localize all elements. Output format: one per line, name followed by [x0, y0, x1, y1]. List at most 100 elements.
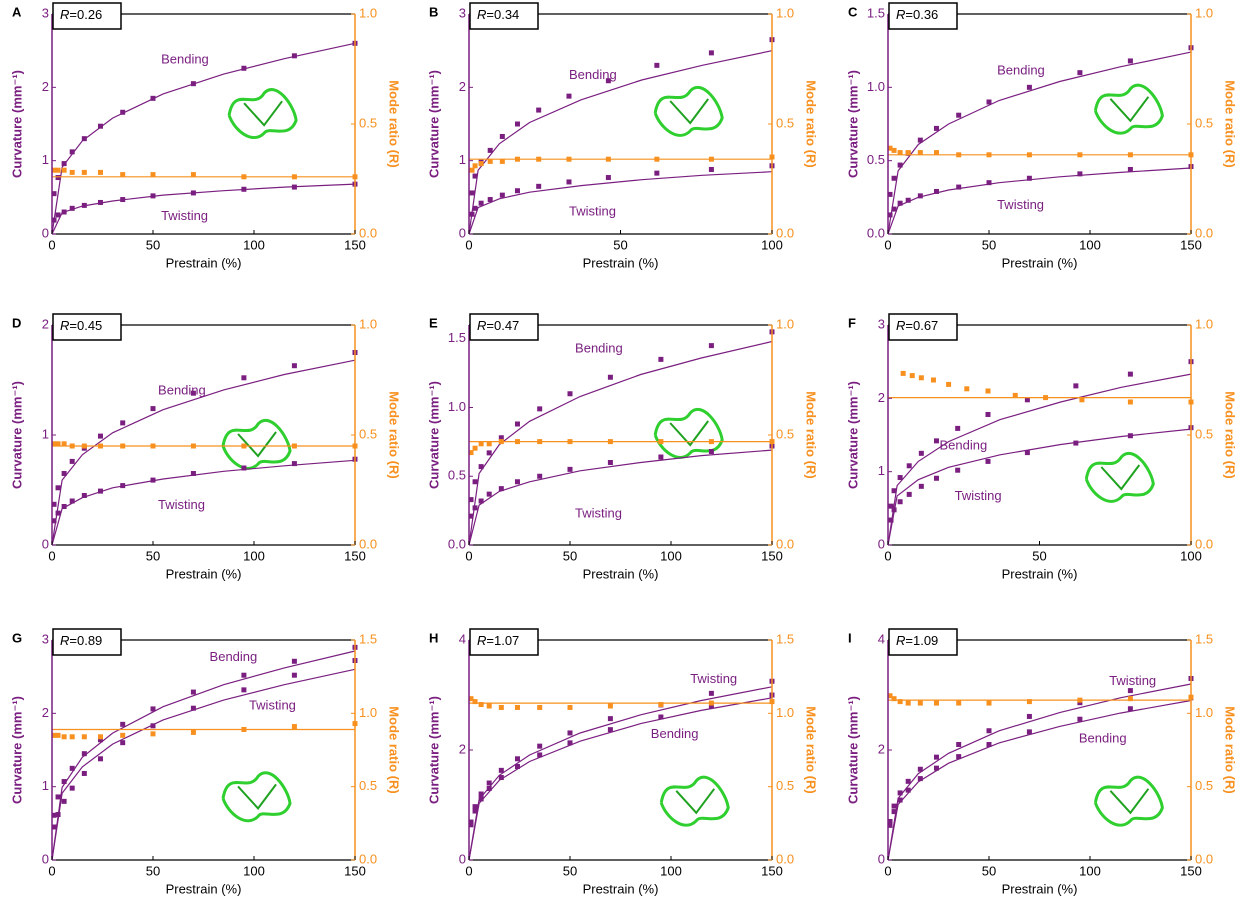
y2-tick-label: 0.5	[359, 115, 377, 130]
panel-letter: F	[848, 315, 856, 330]
data-point	[479, 201, 484, 206]
panel-letter: C	[848, 4, 858, 19]
y-tick-label: 0	[459, 225, 466, 240]
y2-tick-label: 0.0	[359, 225, 377, 240]
data-point	[658, 455, 663, 460]
data-point	[515, 756, 520, 761]
y-tick-label: 1.0	[867, 79, 885, 94]
data-point	[487, 704, 492, 709]
y2-tick-label: 0.5	[1195, 778, 1213, 793]
y2-axis-label: Mode ratio (R)	[804, 391, 819, 478]
x-axis-label: Prestrain (%)	[1002, 255, 1078, 270]
data-point	[98, 434, 103, 439]
data-point	[934, 438, 939, 443]
data-point	[987, 728, 992, 733]
x-tick-label: 100	[243, 863, 265, 878]
data-point	[470, 190, 475, 195]
data-point	[956, 113, 961, 118]
y2-tick-label: 1.0	[359, 316, 377, 331]
y-tick-label: 1	[42, 426, 49, 441]
badge-text: R=1.09	[896, 633, 938, 648]
data-point	[985, 389, 990, 394]
data-point	[70, 459, 75, 464]
x-tick-label: 0	[465, 863, 472, 878]
data-point	[151, 406, 156, 411]
data-point	[955, 468, 960, 473]
y2-axis-label: Mode ratio (R)	[1223, 391, 1238, 478]
y2-tick-label: 0.0	[1195, 536, 1213, 551]
data-point	[487, 492, 492, 497]
x-tick-label: 0	[884, 863, 891, 878]
y-tick-label: 1	[878, 463, 885, 478]
y-axis-label: Curvature (mm⁻¹)	[426, 381, 441, 489]
curve-label: Bending	[575, 341, 623, 356]
y-tick-label: 1.0	[448, 399, 466, 414]
inset-structure	[670, 99, 708, 123]
y2-tick-label: 0.0	[776, 851, 794, 866]
y-axis-label: Curvature (mm⁻¹)	[845, 70, 860, 178]
x-tick-label: 50	[563, 548, 577, 563]
curve-label: Twisting	[569, 203, 616, 218]
data-point	[120, 420, 125, 425]
x-axis-label: Prestrain (%)	[583, 881, 659, 896]
y2-tick-label: 0.0	[776, 536, 794, 551]
x-tick-label: 50	[982, 237, 996, 252]
x-tick-label: 50	[146, 548, 160, 563]
badge-text: R=0.26	[60, 7, 102, 22]
data-point	[985, 459, 990, 464]
x-tick-label: 0	[884, 548, 891, 563]
data-point	[1077, 70, 1082, 75]
curve-label: Twisting	[1109, 673, 1156, 688]
fit-line	[469, 172, 772, 234]
badge-text: R=0.67	[896, 318, 938, 333]
y2-tick-label: 1.0	[359, 5, 377, 20]
y-tick-label: 0.5	[448, 468, 466, 483]
y-tick-label: 2	[459, 741, 466, 756]
y-tick-label: 0	[42, 225, 49, 240]
y-tick-label: 1	[42, 152, 49, 167]
curve-label: Twisting	[997, 197, 1044, 212]
data-point	[98, 734, 103, 739]
fit-line	[888, 429, 1191, 545]
y2-tick-label: 1.0	[1195, 316, 1213, 331]
data-point	[568, 467, 573, 472]
data-point	[566, 94, 571, 99]
y2-tick-label: 0.5	[776, 778, 794, 793]
y2-tick-label: 0.5	[776, 115, 794, 130]
x-tick-label: 0	[884, 237, 891, 252]
x-tick-label: 100	[1079, 237, 1101, 252]
data-point	[56, 733, 61, 738]
x-tick-label: 100	[660, 548, 682, 563]
y-axis-label: Curvature (mm⁻¹)	[426, 696, 441, 804]
y-tick-label: 4	[459, 631, 466, 646]
data-point	[82, 734, 87, 739]
data-point	[62, 799, 67, 804]
y-axis-label: Curvature (mm⁻¹)	[845, 381, 860, 489]
y2-tick-label: 0.0	[359, 536, 377, 551]
data-point	[606, 175, 611, 180]
data-point	[608, 716, 613, 721]
data-point	[499, 705, 504, 710]
y2-axis-label: Mode ratio (R)	[387, 80, 402, 167]
y2-tick-label: 1.0	[359, 705, 377, 720]
y2-axis-label: Mode ratio (R)	[1223, 706, 1238, 793]
x-tick-label: 100	[1079, 863, 1101, 878]
data-point	[901, 371, 906, 376]
data-point	[892, 176, 897, 181]
data-point	[70, 734, 75, 739]
curve-label: Twisting	[575, 506, 622, 521]
y2-tick-label: 1.5	[359, 631, 377, 646]
data-point	[536, 108, 541, 113]
badge-text: R=0.45	[60, 318, 102, 333]
y-axis-label: Curvature (mm⁻¹)	[845, 696, 860, 804]
x-tick-label: 50	[146, 863, 160, 878]
data-point	[537, 744, 542, 749]
y-tick-label: 1	[459, 152, 466, 167]
x-tick-label: 100	[660, 863, 682, 878]
data-point	[898, 499, 903, 504]
data-point	[568, 730, 573, 735]
badge-text: R=0.36	[896, 7, 938, 22]
data-point	[568, 391, 573, 396]
inset-structure	[1101, 465, 1139, 489]
y-tick-label: 2	[878, 390, 885, 405]
